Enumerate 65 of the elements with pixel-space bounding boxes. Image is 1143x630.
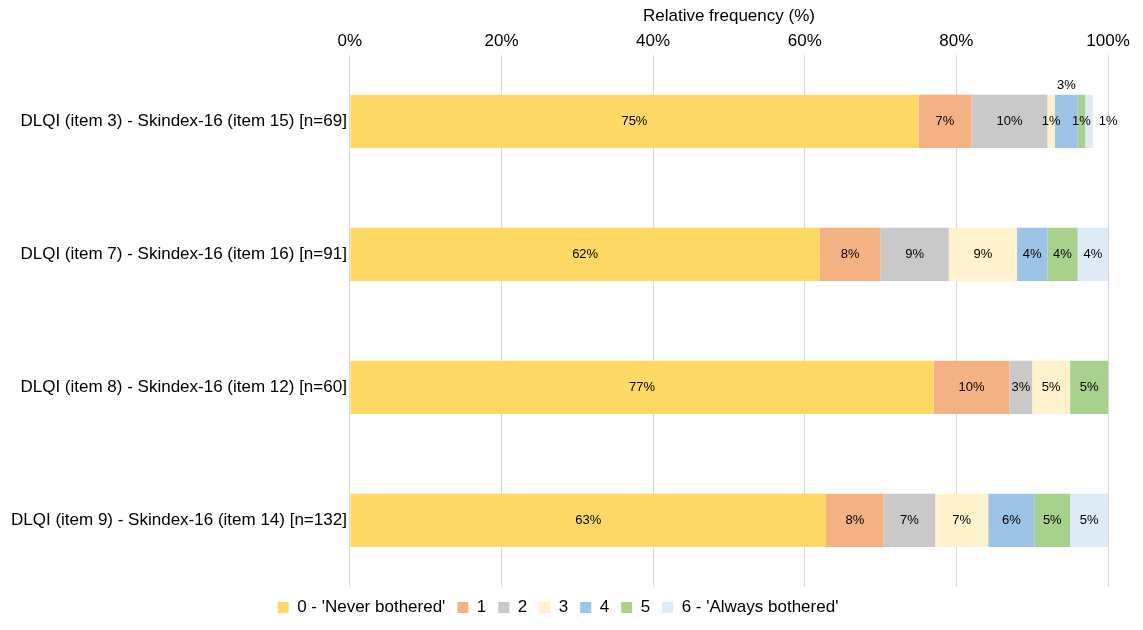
data-label: 8%: [840, 245, 861, 261]
data-label: 75%: [621, 112, 648, 128]
data-label: 7%: [935, 112, 955, 128]
bar: [350, 227, 820, 281]
x-axis-title: Relative frequency (%): [642, 5, 815, 25]
bar: [935, 493, 989, 548]
data-label: 5%: [1079, 512, 1099, 528]
y-tick-label: DLQI (item 9) - Skindex-16 (item 14) [n=132]: [10, 510, 347, 530]
data-label: 77%: [628, 379, 656, 394]
data-label: 5%: [1079, 379, 1099, 394]
bar: [1009, 360, 1033, 415]
data-label: 4%: [1053, 245, 1073, 261]
bar: [1017, 227, 1048, 281]
bar: [819, 227, 881, 281]
x-tick-label: 40%: [636, 31, 671, 51]
data-label: 1%: [1072, 112, 1092, 128]
bar: [1047, 227, 1078, 281]
data-label: 5%: [1041, 379, 1061, 394]
y-tick-label: DLQI (item 7) - Skindex-16 (item 16) [n=91]: [20, 244, 347, 264]
bar: [988, 493, 1035, 548]
x-tick-label: 60%: [787, 31, 822, 51]
data-label: 7%: [899, 512, 920, 528]
bar: [1070, 493, 1108, 548]
data-label: 3%: [1056, 77, 1077, 93]
data-label: 9%: [973, 245, 993, 261]
y-tick-label: DLQI (item 3) - Skindex-16 (item 15) [n=69]: [20, 111, 347, 131]
bar: [948, 227, 1018, 281]
data-label: 10%: [996, 112, 1023, 128]
data-label: 7%: [952, 512, 972, 528]
data-label: 1%: [1098, 112, 1119, 128]
data-label: 62%: [572, 245, 599, 261]
legend-label: 0 - 'Never bothered': [297, 597, 446, 617]
bar: [1034, 493, 1071, 548]
bar: [350, 360, 934, 415]
bar: [918, 94, 972, 148]
bar: [933, 360, 1010, 415]
data-label: 10%: [958, 379, 985, 394]
legend-label: 3: [558, 597, 569, 617]
bar: [825, 493, 884, 548]
legend-label: 4: [599, 597, 610, 617]
bar: [1032, 360, 1071, 415]
bar: [350, 94, 919, 148]
data-label: 8%: [845, 512, 865, 528]
data-label: 63%: [575, 512, 602, 528]
legend-label: 5: [640, 597, 651, 617]
x-tick-label: 0%: [337, 31, 363, 51]
x-tick-label: 100%: [1086, 31, 1130, 51]
data-label: 6%: [1001, 512, 1022, 528]
bar: [1077, 227, 1108, 281]
y-tick-label: DLQI (item 8) - Skindex-16 (item 12) [n=60]: [20, 377, 347, 397]
bar: [883, 493, 936, 548]
bar: [1070, 360, 1108, 415]
legend-label: 6 - 'Always bothered': [681, 597, 839, 617]
bar: [880, 227, 949, 281]
bar: [350, 493, 826, 548]
legend-label: 2: [517, 597, 528, 617]
legend-label: 1: [476, 597, 487, 617]
x-tick-label: 80%: [939, 31, 974, 51]
data-label: 1%: [1041, 112, 1061, 128]
data-label: 4%: [1083, 245, 1103, 261]
data-label: 9%: [905, 245, 925, 261]
data-label: 4%: [1022, 245, 1043, 261]
data-label: 5%: [1042, 512, 1063, 528]
data-label: 3%: [1011, 379, 1031, 394]
x-tick-label: 20%: [484, 31, 519, 51]
